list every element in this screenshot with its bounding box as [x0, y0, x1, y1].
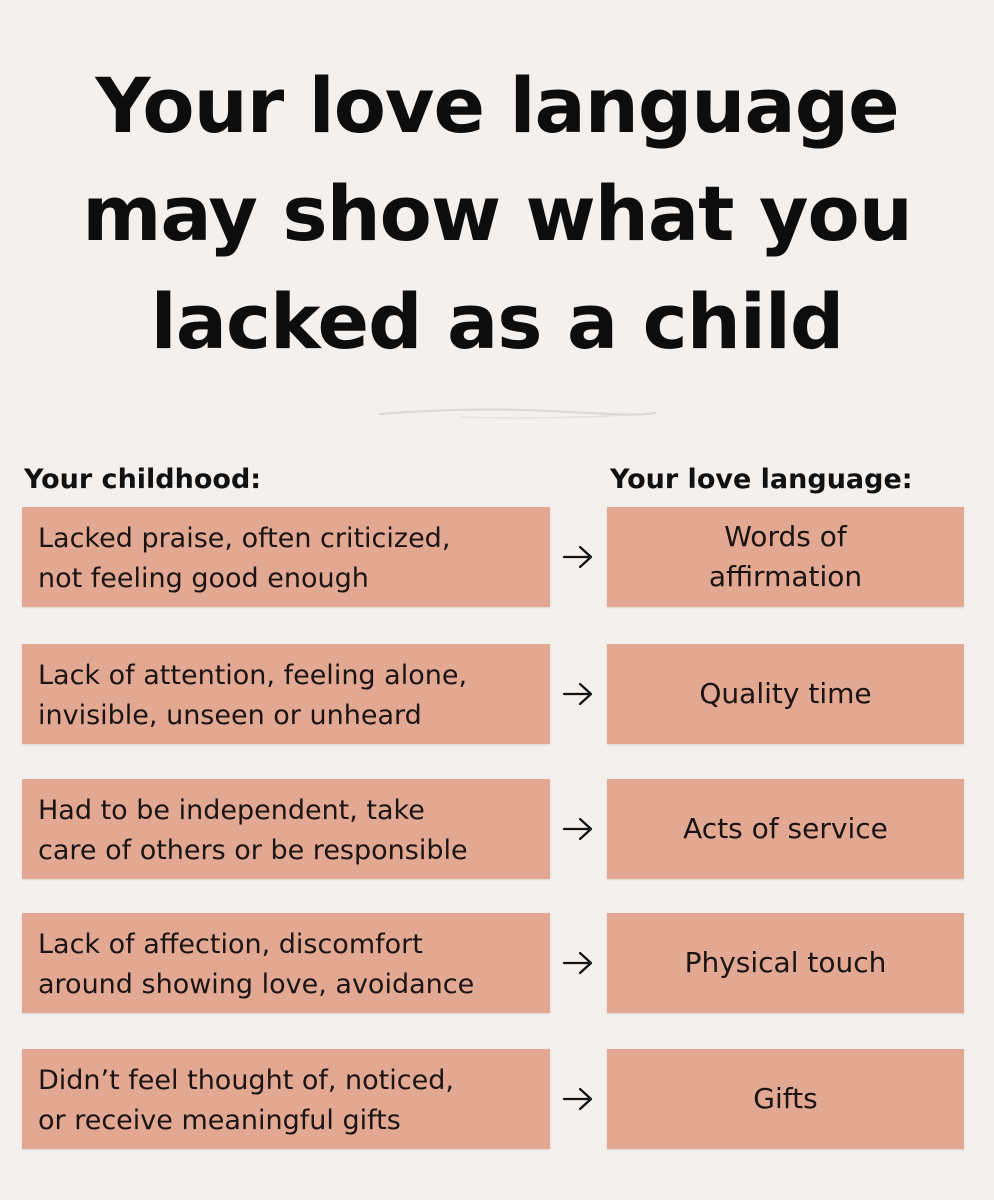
- mapping-row: Lack of attention, feeling alone, invisi…: [0, 644, 994, 744]
- childhood-box: Didn’t feel thought of, noticed, or rece…: [22, 1049, 550, 1149]
- love-language-box: Quality time: [607, 644, 964, 744]
- mapping-row: Lack of affection, discomfort around sho…: [0, 913, 994, 1013]
- love-language-box: Words of affirmation: [607, 507, 964, 607]
- childhood-box: Lack of affection, discomfort around sho…: [22, 913, 550, 1013]
- mapping-row: Lacked praise, often criticized, not fee…: [0, 507, 994, 607]
- arrow-right-icon: [562, 682, 593, 706]
- childhood-box: Lacked praise, often criticized, not fee…: [22, 507, 550, 607]
- mapping-row: Didn’t feel thought of, noticed, or rece…: [0, 1049, 994, 1149]
- arrow-right-icon: [562, 1087, 593, 1111]
- love-language-box: Physical touch: [607, 913, 964, 1013]
- arrow-right-icon: [562, 817, 593, 841]
- title-line-2: may show what you: [82, 169, 913, 258]
- childhood-box: Had to be independent, take care of othe…: [22, 779, 550, 879]
- arrow-right-icon: [562, 951, 593, 975]
- childhood-column-header: Your childhood:: [24, 464, 262, 495]
- childhood-box: Lack of attention, feeling alone, invisi…: [22, 644, 550, 744]
- mapping-row: Had to be independent, take care of othe…: [0, 779, 994, 879]
- title-line-1: Your love language: [95, 61, 899, 150]
- page-title: Your love language may show what you lac…: [0, 52, 994, 376]
- arrow-right-icon: [562, 545, 593, 569]
- love-language-column-header: Your love language:: [610, 464, 913, 495]
- love-language-box: Acts of service: [607, 779, 964, 879]
- title-line-3: lacked as a child: [150, 277, 845, 366]
- love-language-box: Gifts: [607, 1049, 964, 1149]
- scribble-divider-icon: [379, 408, 656, 419]
